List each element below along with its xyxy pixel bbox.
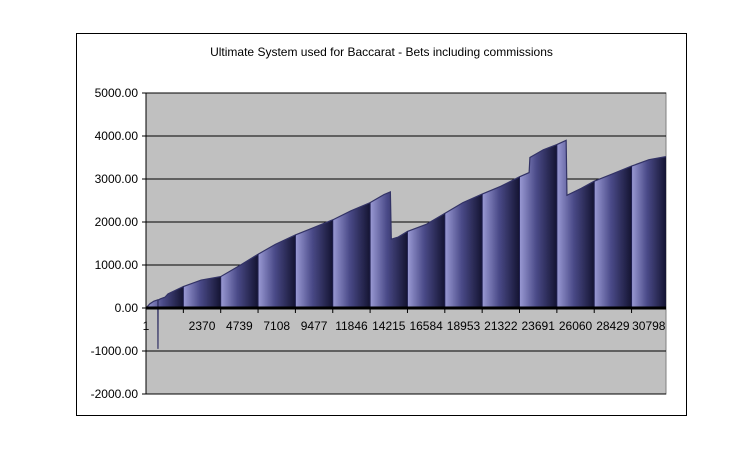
x-tick-label: 14215 (372, 319, 406, 333)
x-tick-label: 21322 (484, 319, 518, 333)
x-tick-label: 4739 (226, 319, 253, 333)
series-area-band (258, 234, 296, 308)
series-area-band (631, 156, 666, 308)
series-area-band (332, 202, 371, 308)
y-tick-label: 5000.00 (95, 86, 139, 100)
y-tick-label: 3000.00 (95, 172, 139, 186)
x-tick-label: 26060 (559, 319, 593, 333)
x-tick-label: 28429 (596, 319, 630, 333)
x-tick-label: 30798 (632, 319, 666, 333)
x-tick-label: 7108 (263, 319, 290, 333)
series-area-band (594, 166, 632, 308)
x-tick-label: 1 (143, 319, 150, 333)
x-tick-label: 11846 (335, 319, 368, 333)
series-line (145, 139, 667, 349)
x-axis-ticks: 1 2370 4739 7108 9477 11846 14215 16584 18953 213… (143, 308, 666, 333)
series-area-band (295, 219, 333, 308)
y-tick-label: 0.00 (115, 301, 139, 315)
chart-title: Ultimate System used for Baccarat - Bets… (210, 45, 553, 59)
y-tick-label: -2000.00 (91, 387, 139, 401)
y-axis-ticks: -2000.00 -1000.00 0.00 1000.00 2000.00 3000.0… (91, 86, 146, 401)
y-tick-label: 2000.00 (95, 215, 139, 229)
series-area-band (482, 176, 520, 308)
x-tick-label: 9477 (301, 319, 328, 333)
x-tick-label: 2370 (189, 319, 216, 333)
series-area-band (444, 194, 483, 308)
series-area-band (370, 191, 408, 308)
y-tick-label: -1000.00 (91, 344, 139, 358)
x-tick-label: 16584 (409, 319, 443, 333)
series-area-band (220, 254, 259, 308)
series-area-band (146, 286, 184, 349)
y-tick-label: 1000.00 (95, 258, 139, 272)
axes-layer (145, 93, 666, 394)
series-area-band (183, 276, 221, 308)
y-tick-label: 4000.00 (95, 129, 139, 143)
x-tick-label: 23691 (522, 319, 556, 333)
series-area-band (519, 144, 557, 308)
series-area-band (407, 213, 445, 308)
x-tick-label: 18953 (447, 319, 481, 333)
series-layer (145, 139, 667, 349)
